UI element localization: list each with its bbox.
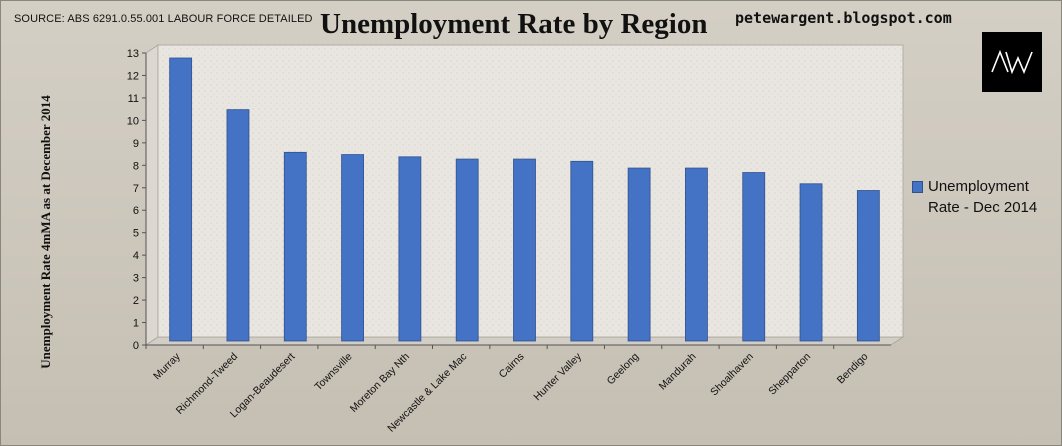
bar-geelong [627, 167, 651, 342]
x-tick-label: Shepparton [766, 351, 813, 398]
y-tick-label: 1 [133, 318, 139, 330]
chart-title: Unemployment Rate by Region [320, 8, 708, 40]
bar-bendigo [856, 190, 880, 342]
x-tick-label: Moreton Bay Nth [348, 351, 412, 415]
y-tick-label: 13 [127, 48, 139, 60]
y-tick-label: 4 [133, 250, 139, 262]
y-tick-label: 2 [133, 295, 139, 307]
y-tick-label: 5 [133, 228, 139, 240]
legend: Unemployment Rate - Dec 2014 [912, 176, 1058, 218]
bar-richmond-tweed [226, 109, 250, 342]
x-tick-label: Murray [151, 350, 183, 382]
legend-swatch [912, 181, 923, 193]
bars [169, 57, 880, 342]
x-tick-label: Cairns [497, 351, 527, 381]
bar-newcastle-lake-mac [455, 158, 479, 342]
x-tick-label: Townsville [312, 351, 354, 393]
y-tick-label: 6 [133, 205, 139, 217]
x-tick-label: Geelong [605, 351, 642, 388]
source-note: SOURCE: ABS 6291.0.55.001 LABOUR FORCE D… [14, 13, 313, 25]
plot-area-side-wall [145, 44, 159, 346]
bar-shoalhaven [742, 172, 766, 342]
bar-murray [169, 57, 193, 342]
y-tick-label: 11 [128, 93, 139, 105]
x-tick-label: Shoalhaven [708, 351, 756, 399]
y-tick-label: 8 [133, 160, 139, 172]
y-tick-label: 10 [127, 115, 139, 127]
y-tick-label: 3 [133, 273, 139, 285]
y-tick-label: 7 [133, 183, 139, 195]
x-tick-label: Bendigo [835, 351, 871, 387]
aw-logo [982, 32, 1042, 92]
x-tick-label: Logan-Beaudesert [228, 351, 298, 421]
x-tick-label: Mandurah [657, 351, 699, 393]
bar-mandurah [685, 167, 708, 342]
y-tick-label: 0 [133, 340, 139, 352]
blog-url: petewargent.blogspot.com [735, 9, 952, 27]
y-tick-label: 12 [127, 70, 139, 82]
bar-logan-beaudesert [283, 151, 307, 342]
x-tick-label: Richmond-Tweed [174, 351, 240, 417]
y-tick-label: 9 [133, 138, 139, 150]
aw-logo-mark [991, 50, 1033, 74]
bar-shepparton [799, 183, 823, 342]
x-tick-label: Hunter Valley [531, 350, 584, 403]
legend-label: Unemployment Rate - Dec 2014 [928, 178, 1038, 216]
bar-hunter-valley [570, 160, 594, 342]
bar-moreton-bay-nth [398, 156, 422, 342]
bar-townsville [341, 154, 364, 342]
bar-cairns [513, 158, 536, 342]
